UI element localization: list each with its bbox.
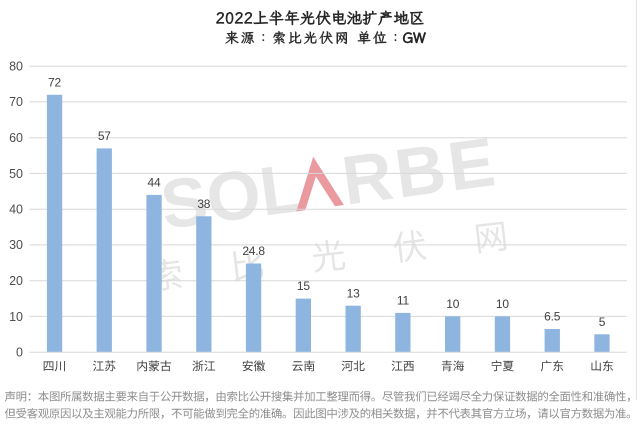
svg-text:80: 80 <box>9 60 23 74</box>
svg-text:72: 72 <box>48 75 61 89</box>
svg-text:20: 20 <box>9 274 23 288</box>
svg-text:11: 11 <box>397 294 410 308</box>
svg-text:57: 57 <box>98 129 111 143</box>
svg-text:10: 10 <box>9 310 23 324</box>
svg-text:SOL: SOL <box>156 149 307 244</box>
svg-text:0: 0 <box>16 346 23 360</box>
svg-text:50: 50 <box>9 167 23 181</box>
svg-text:40: 40 <box>9 203 23 217</box>
svg-text:6.5: 6.5 <box>544 310 561 324</box>
svg-text:10: 10 <box>496 297 509 311</box>
svg-text:10: 10 <box>446 297 459 311</box>
svg-text:13: 13 <box>347 286 360 300</box>
svg-text:30: 30 <box>9 238 23 252</box>
svg-text:5: 5 <box>599 315 606 329</box>
svg-text:24.8: 24.8 <box>242 244 265 258</box>
svg-text:38: 38 <box>197 197 210 211</box>
svg-text:15: 15 <box>297 279 310 293</box>
svg-text:44: 44 <box>148 176 161 190</box>
svg-text:70: 70 <box>9 95 23 109</box>
svg-text:60: 60 <box>9 131 23 145</box>
